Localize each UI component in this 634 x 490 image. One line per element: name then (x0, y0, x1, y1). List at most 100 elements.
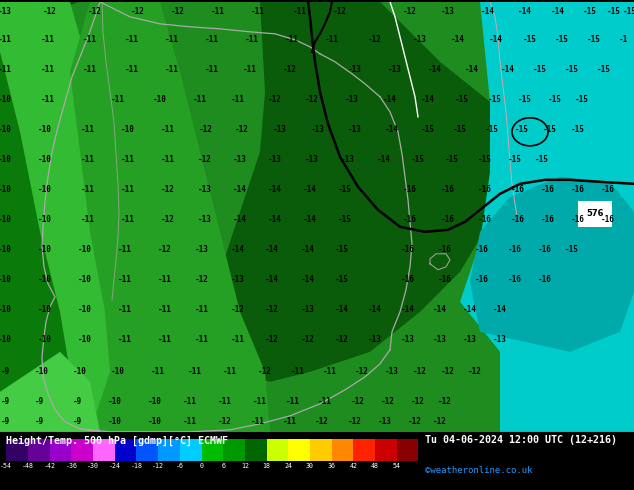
Text: -11: -11 (231, 335, 245, 344)
Text: -9: -9 (1, 368, 10, 376)
Text: -16: -16 (571, 215, 585, 224)
Text: -12: -12 (218, 417, 232, 426)
Text: -14: -14 (233, 215, 247, 224)
Text: -15: -15 (485, 125, 499, 134)
Text: 6: 6 (221, 463, 225, 469)
Text: -15: -15 (623, 7, 634, 16)
Text: -11: -11 (151, 368, 165, 376)
Text: -13: -13 (368, 335, 382, 344)
Text: -42: -42 (44, 463, 56, 469)
Text: -15: -15 (445, 155, 459, 164)
Bar (136, 439, 158, 461)
Bar (49, 439, 72, 461)
Text: -15: -15 (535, 155, 549, 164)
Text: -11: -11 (183, 417, 197, 426)
Text: -10: -10 (148, 417, 162, 426)
Text: -11: -11 (118, 275, 132, 284)
Text: -15: -15 (453, 125, 467, 134)
Text: -15: -15 (548, 96, 562, 104)
Text: -12: -12 (368, 35, 382, 44)
Text: -10: -10 (0, 185, 12, 195)
Text: -16: -16 (478, 185, 492, 195)
Polygon shape (0, 52, 70, 432)
Text: -11: -11 (223, 368, 237, 376)
Text: -12: -12 (161, 215, 175, 224)
Text: -11: -11 (118, 305, 132, 314)
Text: -16: -16 (475, 245, 489, 254)
Text: -14: -14 (301, 245, 315, 254)
Text: -12: -12 (199, 125, 213, 134)
Text: -15: -15 (518, 96, 532, 104)
Text: -11: -11 (158, 275, 172, 284)
Text: -11: -11 (211, 7, 225, 16)
Text: -16: -16 (441, 185, 455, 195)
Text: -11: -11 (253, 397, 267, 406)
Text: -10: -10 (0, 245, 12, 254)
Polygon shape (220, 2, 500, 382)
Text: -11: -11 (81, 155, 95, 164)
Text: -12: -12 (131, 7, 145, 16)
Text: -14: -14 (518, 7, 532, 16)
Text: -12: -12 (348, 417, 362, 426)
Text: -12: -12 (403, 7, 417, 16)
Text: -10: -10 (153, 96, 167, 104)
Text: -12: -12 (355, 368, 369, 376)
Text: -11: -11 (245, 35, 259, 44)
Text: -10: -10 (38, 305, 52, 314)
Text: -16: -16 (438, 275, 452, 284)
Bar (202, 439, 223, 461)
Text: -11: -11 (251, 7, 265, 16)
Text: -14: -14 (383, 96, 397, 104)
Text: -16: -16 (475, 275, 489, 284)
Bar (6, 439, 28, 461)
Text: -15: -15 (587, 35, 601, 44)
Text: -18: -18 (131, 463, 143, 469)
Text: -12: -12 (408, 417, 422, 426)
Text: -14: -14 (368, 305, 382, 314)
Text: -13: -13 (463, 335, 477, 344)
Text: -13: -13 (231, 275, 245, 284)
Text: -14: -14 (421, 96, 435, 104)
Text: -15: -15 (508, 155, 522, 164)
Text: -11: -11 (121, 185, 135, 195)
Text: -13: -13 (233, 155, 247, 164)
Text: -11: -11 (286, 397, 300, 406)
Text: -11: -11 (41, 96, 55, 104)
Text: -11: -11 (285, 35, 299, 44)
Text: -12: -12 (413, 368, 427, 376)
Text: -10: -10 (73, 368, 87, 376)
Text: 48: 48 (371, 463, 379, 469)
Text: -10: -10 (0, 335, 12, 344)
Text: -10: -10 (0, 305, 12, 314)
Text: -6: -6 (176, 463, 184, 469)
Text: -16: -16 (511, 185, 525, 195)
Text: -15: -15 (543, 125, 557, 134)
Text: -10: -10 (35, 368, 49, 376)
Text: -12: -12 (411, 397, 425, 406)
Text: -11: -11 (183, 397, 197, 406)
Text: -12: -12 (161, 185, 175, 195)
Text: -11: -11 (41, 35, 55, 44)
Text: 24: 24 (284, 463, 292, 469)
Text: -11: -11 (218, 397, 232, 406)
Text: -16: -16 (538, 245, 552, 254)
Text: -13: -13 (348, 65, 362, 74)
Text: -9: -9 (36, 397, 44, 406)
Text: -14: -14 (377, 155, 391, 164)
Text: 18: 18 (262, 463, 271, 469)
Text: -11: -11 (318, 397, 332, 406)
Text: -15: -15 (571, 125, 585, 134)
Bar (93, 439, 115, 461)
Text: -14: -14 (463, 305, 477, 314)
Text: -11: -11 (165, 35, 179, 44)
Text: -11: -11 (291, 368, 305, 376)
Text: -16: -16 (541, 185, 555, 195)
Text: -11: -11 (118, 335, 132, 344)
Text: Tu 04-06-2024 12:00 UTC (12+216): Tu 04-06-2024 12:00 UTC (12+216) (425, 435, 617, 445)
Text: -11: -11 (165, 65, 179, 74)
Text: -12: -12 (305, 96, 319, 104)
Text: -15: -15 (523, 35, 537, 44)
Text: -12: -12 (468, 368, 482, 376)
Text: -12: -12 (258, 368, 272, 376)
Text: -11: -11 (125, 35, 139, 44)
